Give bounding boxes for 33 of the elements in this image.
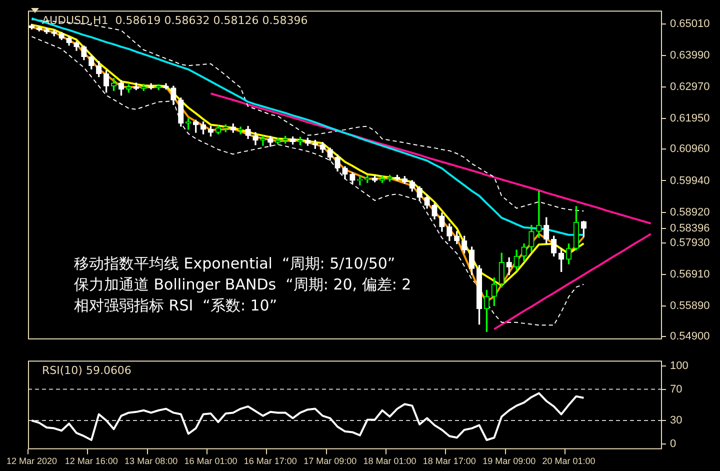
x-tick-label: 13 Mar 08:00 <box>124 456 178 466</box>
y-tick-label: 0.60960 <box>670 143 710 156</box>
y-tick-label: 0.55890 <box>670 300 710 312</box>
y-tick-label: 70 <box>670 383 682 396</box>
x-tick-label: 16 Mar 01:00 <box>184 456 238 466</box>
x-tick-label: 16 Mar 17:00 <box>244 456 297 466</box>
y-tick-label: 100 <box>670 360 688 372</box>
y-tick-label: 0.54900 <box>670 330 710 343</box>
y-tick-label: 0.63990 <box>670 49 710 62</box>
y-tick-label: 30 <box>670 414 682 427</box>
x-tick-label: 20 Mar 01:00 <box>542 456 596 466</box>
annotation: 相对强弱指标 RSI “系数: 10” <box>74 296 278 315</box>
y-tick-label: 0.61950 <box>670 112 710 125</box>
annotation: 移动指数平均线 Exponential “周期: 5/10/50” <box>74 254 396 273</box>
candlestick <box>260 136 266 146</box>
chart-title: AUDUSD,H1 0.58619 0.58632 0.58126 0.58396 <box>42 14 308 27</box>
y-tick-label: 0.57930 <box>670 236 710 249</box>
x-tick-label: 18 Mar 01:00 <box>363 456 416 466</box>
chart-title: RSI(10) 59.0606 <box>42 364 132 377</box>
y-tick-label: 0.58396 <box>670 222 710 235</box>
annotation: 保力加通道 Bollinger BANDs “周期: 20, 偏差: 2 <box>74 276 412 294</box>
y-tick-label: 0.65010 <box>670 18 710 30</box>
x-tick-label: 12 Mar 16:00 <box>64 456 118 466</box>
candlestick <box>536 190 542 238</box>
x-tick-label: 12 Mar 2020 <box>6 456 58 466</box>
x-tick-label: 19 Mar 09:00 <box>482 456 536 466</box>
y-tick-label: 0 <box>670 438 676 450</box>
y-tick-label: 0.56910 <box>670 268 710 280</box>
y-tick-label: 0.59940 <box>670 174 710 187</box>
y-tick-label: 0.58920 <box>670 206 710 218</box>
x-tick-label: 18 Mar 17:00 <box>422 456 476 466</box>
y-tick-label: 0.62970 <box>670 81 710 94</box>
x-tick-label: 17 Mar 09:00 <box>304 456 357 466</box>
